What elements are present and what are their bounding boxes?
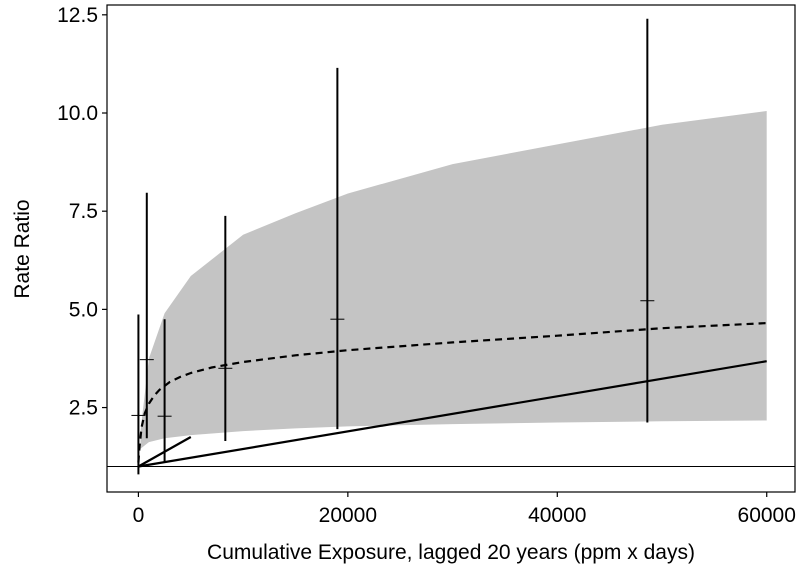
- y-tick-label-5: 12.5: [57, 4, 98, 27]
- y-tick-label-2: 5.0: [69, 298, 98, 321]
- series-line-2: [138, 360, 767, 468]
- x-tick-label-2: 20000: [319, 504, 377, 527]
- x-tick-label-1: 0: [133, 504, 145, 527]
- y-tick-label-4: 10.0: [57, 102, 98, 125]
- axes: 0 20000 40000 60000 2.5 5.0 7.5 10.0 12.5: [57, 4, 796, 527]
- y-tick-label-3: 7.5: [69, 200, 98, 223]
- x-tick-label-4: 60000: [738, 504, 796, 527]
- y-tick-label-1: 2.5: [69, 397, 98, 420]
- x-tick-label-3: 40000: [528, 504, 586, 527]
- plot-border: [106, 4, 796, 493]
- y-axis-title: Rate Ratio: [11, 199, 34, 298]
- plot-area: [107, 18, 795, 475]
- x-axis-title: Cumulative Exposure, lagged 20 years (pp…: [207, 541, 695, 564]
- confidence-band: [140, 111, 767, 449]
